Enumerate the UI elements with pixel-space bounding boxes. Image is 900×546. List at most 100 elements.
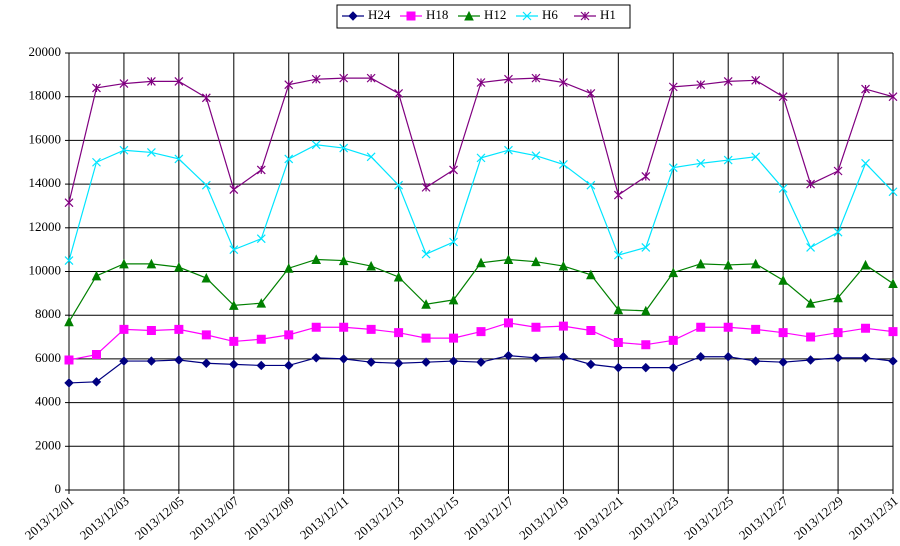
marker	[696, 158, 706, 168]
y-tick-label: 12000	[29, 219, 62, 234]
marker	[668, 267, 679, 278]
marker	[284, 360, 294, 371]
marker	[531, 353, 541, 363]
marker	[696, 80, 706, 90]
marker	[174, 262, 184, 272]
marker	[311, 322, 321, 332]
y-tick-label: 20000	[29, 44, 62, 59]
marker	[201, 180, 211, 190]
marker	[348, 11, 358, 21]
marker	[888, 92, 898, 102]
marker	[311, 140, 321, 150]
marker	[283, 263, 294, 273]
marker	[696, 322, 706, 332]
x-tick-label: 2013/12/19	[516, 493, 571, 543]
marker	[504, 145, 513, 155]
legend-label: H6	[542, 7, 558, 22]
x-tick-label: 2013/12/17	[461, 493, 516, 543]
marker	[888, 278, 898, 289]
marker	[448, 294, 459, 305]
marker	[476, 327, 486, 337]
legend-label: H12	[484, 7, 506, 22]
marker	[806, 332, 816, 342]
marker	[613, 338, 623, 348]
marker	[833, 227, 843, 237]
marker	[311, 254, 322, 264]
marker	[174, 355, 184, 365]
marker	[339, 143, 349, 153]
marker	[778, 275, 788, 285]
marker	[586, 359, 596, 370]
marker	[256, 165, 266, 175]
marker	[91, 270, 102, 281]
marker	[256, 234, 266, 244]
marker	[558, 160, 568, 169]
marker	[531, 256, 541, 267]
marker	[339, 73, 349, 83]
marker	[476, 153, 486, 163]
marker	[806, 243, 816, 252]
x-tick-label: 2013/12/15	[406, 493, 461, 543]
marker	[91, 350, 101, 360]
y-tick-label: 10000	[29, 262, 62, 277]
x-tick-label: 2013/12/07	[187, 493, 242, 543]
marker	[256, 298, 267, 308]
marker	[421, 182, 431, 192]
marker	[406, 11, 416, 21]
marker	[531, 322, 541, 332]
x-tick-label: 2013/12/13	[351, 493, 406, 543]
x-tick-label: 2013/12/25	[681, 493, 736, 543]
marker	[558, 321, 568, 331]
marker	[613, 250, 623, 260]
marker	[366, 152, 376, 162]
marker	[256, 360, 266, 371]
marker	[668, 82, 678, 92]
marker	[861, 158, 870, 168]
marker	[833, 353, 843, 363]
marker	[256, 334, 266, 344]
marker	[339, 322, 349, 332]
marker	[119, 258, 129, 269]
marker	[503, 350, 514, 361]
marker	[449, 165, 458, 175]
marker	[146, 76, 156, 86]
marker	[476, 78, 486, 87]
legend-label: H1	[600, 7, 616, 22]
marker	[366, 357, 376, 367]
marker	[723, 322, 733, 332]
marker	[861, 84, 870, 94]
marker	[750, 356, 761, 366]
marker	[558, 260, 569, 271]
marker	[338, 354, 349, 364]
marker	[201, 330, 211, 340]
marker	[531, 73, 541, 83]
marker	[201, 93, 211, 103]
marker	[558, 78, 568, 87]
marker	[366, 324, 376, 334]
series-line	[68, 144, 894, 261]
marker	[476, 257, 486, 268]
marker	[641, 362, 651, 373]
marker	[284, 330, 294, 340]
marker	[586, 269, 596, 280]
marker	[64, 378, 74, 388]
marker	[586, 180, 596, 190]
marker	[750, 258, 761, 269]
marker	[64, 355, 74, 365]
marker	[723, 76, 733, 86]
marker	[146, 356, 157, 366]
x-tick-label: 2013/12/11	[297, 493, 352, 542]
legend-label: H18	[426, 7, 448, 22]
marker	[174, 324, 184, 334]
x-tick-label: 2013/12/09	[242, 493, 297, 543]
marker	[640, 305, 651, 316]
y-tick-label: 14000	[29, 175, 62, 190]
y-tick-label: 8000	[35, 306, 61, 321]
marker	[119, 145, 129, 155]
marker	[613, 304, 624, 315]
marker	[723, 352, 733, 362]
marker	[421, 357, 431, 367]
marker	[64, 198, 74, 208]
marker	[751, 152, 761, 162]
marker	[558, 352, 569, 362]
